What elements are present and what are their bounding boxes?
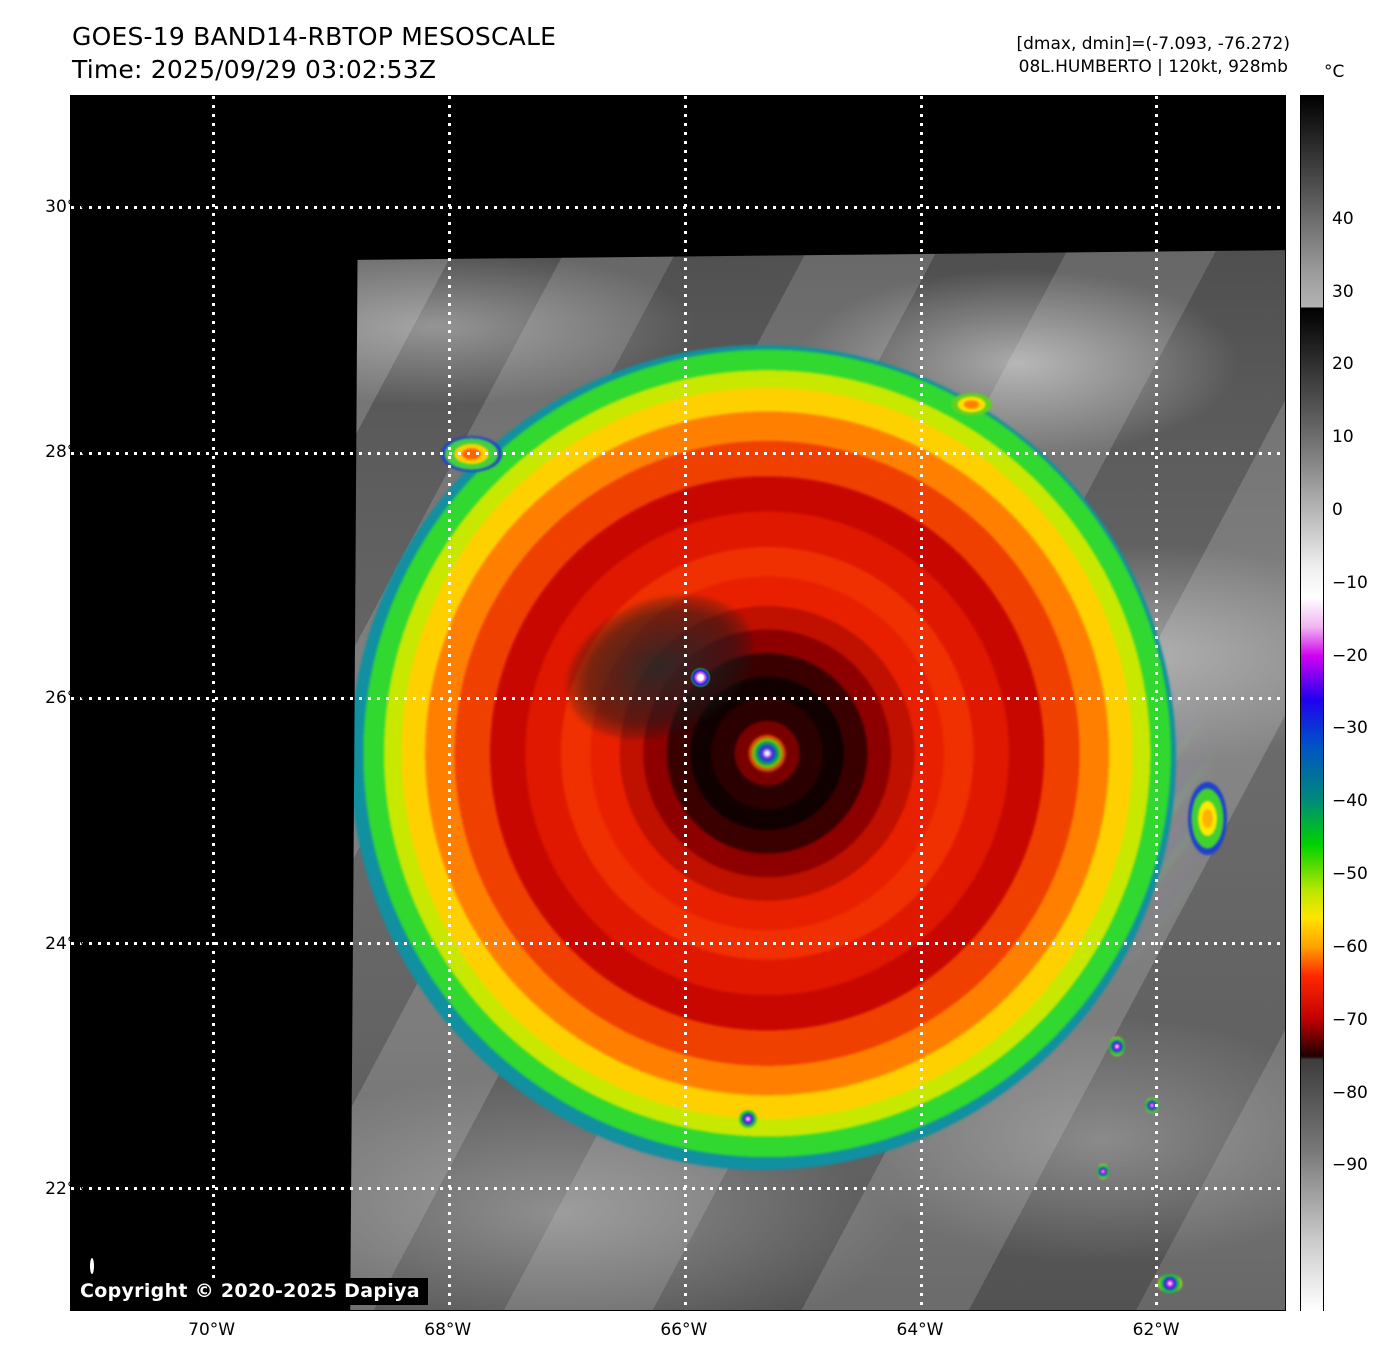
x-axis-tick-label: 66°W <box>660 1320 708 1340</box>
y-axis-tick-label: 26°N <box>45 687 88 708</box>
colorbar-tick-label: 0 <box>1332 500 1343 521</box>
y-axis-tick-label: 28°N <box>45 442 88 463</box>
x-axis-tick-label: 68°W <box>424 1320 472 1340</box>
colorbar-segment <box>1301 437 1323 570</box>
gridline-vertical <box>212 96 216 1310</box>
colorbar-tick-label: −20 <box>1332 645 1368 666</box>
gridline-vertical <box>448 96 452 1310</box>
colorbar-segment <box>1301 742 1323 802</box>
location-marker-icon <box>90 1258 94 1274</box>
title-timestamp: Time: 2025/09/29 03:02:53Z <box>72 55 437 84</box>
colorbar-segment <box>1301 307 1323 439</box>
gridline-horizontal <box>71 696 1285 700</box>
colorbar-segment <box>1301 568 1323 599</box>
colorbar-tick-label: −70 <box>1332 1009 1368 1030</box>
colorbar-segment <box>1301 1150 1323 1239</box>
y-axis-tick-label: 30°N <box>45 196 88 217</box>
convective-cell-south-5 <box>1157 1273 1182 1293</box>
colorbar-tick-label: −30 <box>1332 718 1368 739</box>
convective-cell-south-4 <box>1096 1164 1109 1179</box>
page-title: GOES-19 BAND14-RBTOP MESOSCALE Time: 202… <box>72 20 556 86</box>
hurricane-eye <box>690 667 711 688</box>
satellite-scan-swath <box>350 250 1285 1310</box>
gridline-horizontal <box>71 451 1285 455</box>
colorbar-segment <box>1301 844 1323 890</box>
satellite-image-plot <box>70 95 1286 1311</box>
colorbar-segment <box>1301 1059 1323 1151</box>
x-axis-tick-label: 62°W <box>1132 1320 1180 1340</box>
colorbar-tick-label: 20 <box>1332 354 1354 375</box>
colorbar-segment <box>1301 888 1323 919</box>
gridline-vertical <box>683 96 687 1310</box>
convective-cell-south-2 <box>1108 1036 1125 1057</box>
colorbar-segment <box>1301 597 1323 628</box>
colorbar-segment <box>1301 1019 1323 1057</box>
convective-cell-south-1 <box>738 1109 757 1128</box>
colorbar-unit-label: °C <box>1324 62 1345 82</box>
gridline-horizontal <box>71 1187 1285 1191</box>
colorbar-tick-label: −10 <box>1332 572 1368 593</box>
hurricane-core <box>350 344 1176 1171</box>
colorbar-segment <box>1301 96 1323 272</box>
title-primary: GOES-19 BAND14-RBTOP MESOSCALE <box>72 22 557 51</box>
colorbar-segment <box>1301 1055 1323 1060</box>
colorbar-segment <box>1301 946 1323 977</box>
colorbar-segment <box>1301 1237 1323 1311</box>
storm-info-label: 08L.HUMBERTO | 120kt, 928mb <box>1018 57 1288 77</box>
plot-inner <box>71 96 1285 1310</box>
colorbar-segment <box>1301 626 1323 657</box>
colorbar-tick-label: 30 <box>1332 281 1354 302</box>
colorbar-tick-label: −50 <box>1332 864 1368 885</box>
colorbar-tick-label: −40 <box>1332 791 1368 812</box>
colorbar-tick-label: 10 <box>1332 427 1354 448</box>
colorbar-tick-label: −60 <box>1332 936 1368 957</box>
gridline-horizontal <box>71 942 1285 946</box>
y-axis-tick-label: 24°N <box>45 933 88 954</box>
convective-cell-east <box>1187 781 1227 855</box>
metadata-block: [dmax, dmin]=(-7.093, -76.272) 08L.HUMBE… <box>1017 33 1291 79</box>
x-axis-tick-label: 70°W <box>188 1320 236 1340</box>
colorbar-tick-label: −90 <box>1332 1155 1368 1176</box>
colorbar-tick-label: −80 <box>1332 1082 1368 1103</box>
colorbar-tick-label: 40 <box>1332 208 1354 229</box>
colorbar-segment <box>1301 801 1323 846</box>
colorbar-segment <box>1301 975 1323 1020</box>
gridline-horizontal <box>71 206 1285 210</box>
colorbar-segment <box>1301 270 1323 308</box>
gridline-vertical <box>1155 96 1159 1310</box>
gridline-vertical <box>919 96 923 1310</box>
dmax-dmin-label: [dmax, dmin]=(-7.093, -76.272) <box>1016 34 1291 54</box>
convective-cell-north <box>951 393 993 417</box>
x-axis-tick-label: 64°W <box>896 1320 944 1340</box>
colorbar-segment <box>1301 699 1323 744</box>
colorbar-segment <box>1301 917 1323 948</box>
colorbar-segment <box>1301 655 1323 701</box>
temperature-colorbar <box>1300 95 1324 1311</box>
y-axis-tick-label: 22°N <box>45 1179 88 1200</box>
copyright-label: Copyright © 2020-2025 Dapiya <box>76 1278 428 1305</box>
